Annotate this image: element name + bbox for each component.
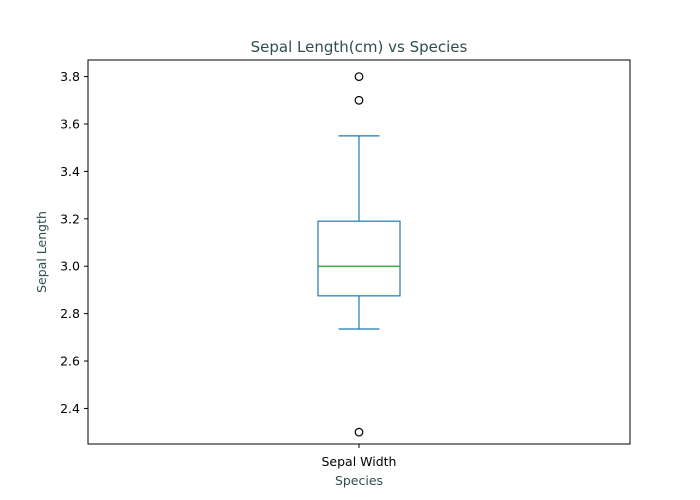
- y-axis-ticks: 2.4 2.6 2.8 3.0 3.2 3.4 3.6 3.8: [60, 69, 88, 416]
- y-tick-label: 2.8: [60, 306, 80, 321]
- y-tick-label: 3.8: [60, 69, 80, 84]
- y-tick-label: 2.4: [60, 401, 80, 416]
- chart-title: Sepal Length(cm) vs Species: [251, 38, 468, 56]
- x-tick-label: Sepal Width: [322, 454, 397, 469]
- y-axis-label: Sepal Length: [34, 211, 49, 293]
- y-tick-label: 3.0: [60, 259, 80, 274]
- y-tick-label: 3.6: [60, 117, 80, 132]
- outlier-point: [354, 95, 364, 105]
- outlier-point: [354, 427, 364, 437]
- y-tick-label: 3.4: [60, 164, 80, 179]
- iqr-box: [317, 220, 401, 297]
- outlier-point: [354, 72, 364, 81]
- y-tick-label: 3.2: [60, 211, 80, 226]
- y-tick-label: 2.6: [60, 354, 80, 369]
- x-axis-ticks: Sepal Width: [322, 444, 397, 469]
- plot-area: 2.4 2.6 2.8 3.0 3.2 3.4 3.6 3.8 Sepal Width: [60, 59, 631, 469]
- x-axis-label: Species: [335, 473, 383, 488]
- box-group: [317, 72, 401, 437]
